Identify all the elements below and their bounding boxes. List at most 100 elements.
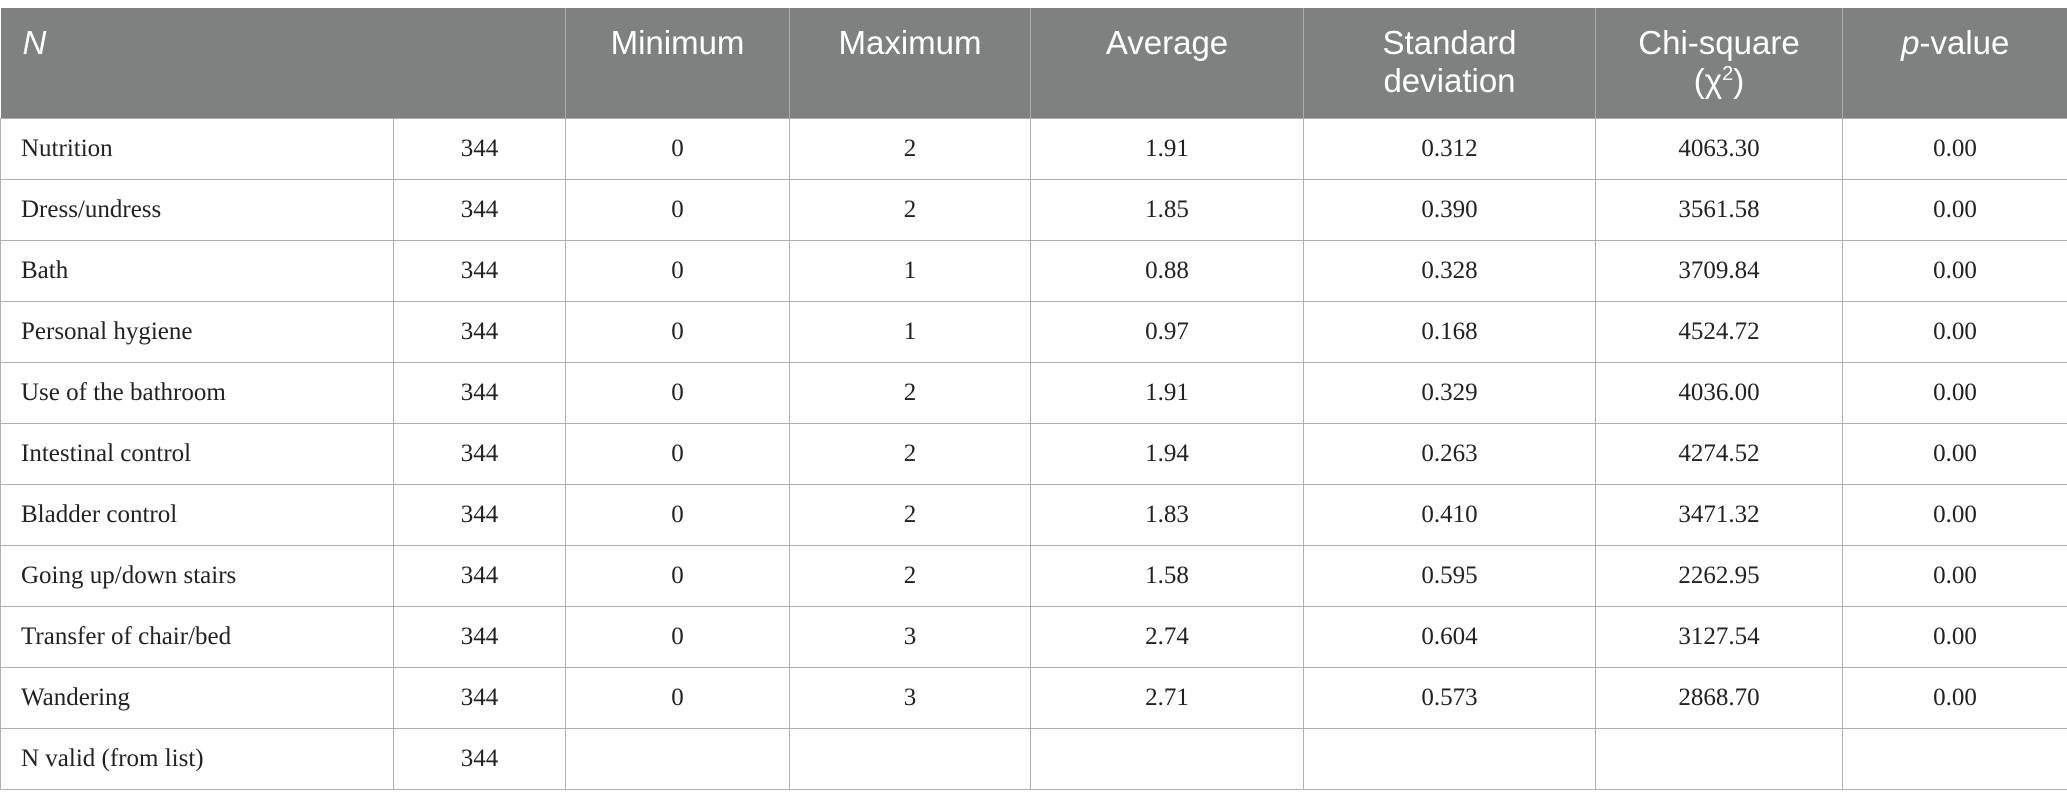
cell-average: 1.83	[1030, 483, 1304, 546]
cell-n: 344	[393, 300, 566, 363]
cell-maximum: 2	[789, 483, 1031, 546]
row-label: Bath	[0, 239, 394, 302]
row-label: Going up/down stairs	[0, 544, 394, 607]
cell-p-value: 0.00	[1842, 239, 2067, 302]
table-row: Use of the bathroom 344 0 2 1.91 0.329 4036.00…	[0, 361, 2067, 424]
table-body: Nutrition 344 0 2 1.91 0.312 4063.30 0.00 Dress/…	[0, 117, 2067, 790]
cell-maximum: 2	[789, 361, 1031, 424]
cell-chi-square: 4524.72	[1595, 300, 1843, 363]
cell-maximum: 1	[789, 239, 1031, 302]
cell-average: 1.91	[1030, 361, 1304, 424]
row-label: Dress/undress	[0, 178, 394, 241]
cell-standard-deviation: 0.329	[1303, 361, 1596, 424]
cell-average: 1.58	[1030, 544, 1304, 607]
cell-chi-square: 3471.32	[1595, 483, 1843, 546]
cell-n: 344	[393, 117, 566, 180]
row-label: Wandering	[0, 666, 394, 729]
cell-p-value: 0.00	[1842, 422, 2067, 485]
header-chi-open: (χ	[1693, 62, 1723, 99]
cell-average: 0.97	[1030, 300, 1304, 363]
header-n-label: N	[22, 24, 47, 61]
cell-minimum: 0	[565, 117, 790, 180]
header-chi-square: Chi-square (χ2)	[1595, 8, 1843, 118]
cell-minimum: 0	[565, 605, 790, 668]
cell-p-value: 0.00	[1842, 544, 2067, 607]
row-label: Personal hygiene	[0, 300, 394, 363]
table-header: N Minimum Maximum Average Standard devia…	[0, 8, 2067, 118]
row-label: Transfer of chair/bed	[0, 605, 394, 668]
cell-p-value: 0.00	[1842, 483, 2067, 546]
cell-maximum: 2	[789, 422, 1031, 485]
cell-chi-square: 3561.58	[1595, 178, 1843, 241]
header-p-value: p-value	[1842, 8, 2067, 118]
row-label: Nutrition	[0, 117, 394, 180]
cell-standard-deviation: 0.168	[1303, 300, 1596, 363]
header-row: N Minimum Maximum Average Standard devia…	[0, 8, 2067, 118]
header-sd-line1: Standard	[1382, 24, 1517, 61]
cell-p-value	[1842, 727, 2067, 790]
cell-n: 344	[393, 544, 566, 607]
header-chi-line1: Chi-square	[1638, 24, 1800, 61]
cell-minimum: 0	[565, 239, 790, 302]
cell-maximum: 3	[789, 666, 1031, 729]
header-chi-sup: 2	[1722, 63, 1734, 85]
cell-chi-square: 4063.30	[1595, 117, 1843, 180]
cell-maximum	[789, 727, 1031, 790]
cell-minimum: 0	[565, 178, 790, 241]
cell-p-value: 0.00	[1842, 178, 2067, 241]
cell-chi-square: 3709.84	[1595, 239, 1843, 302]
cell-maximum: 1	[789, 300, 1031, 363]
table-row: Bladder control 344 0 2 1.83 0.410 3471.32 0.00	[0, 483, 2067, 546]
table-row: Nutrition 344 0 2 1.91 0.312 4063.30 0.00	[0, 117, 2067, 180]
cell-n: 344	[393, 483, 566, 546]
cell-standard-deviation: 0.312	[1303, 117, 1596, 180]
cell-average: 2.71	[1030, 666, 1304, 729]
cell-standard-deviation	[1303, 727, 1596, 790]
cell-average: 0.88	[1030, 239, 1304, 302]
cell-minimum: 0	[565, 666, 790, 729]
header-n: N	[0, 8, 566, 118]
table-row-n-valid: N valid (from list) 344	[0, 727, 2067, 790]
cell-n: 344	[393, 422, 566, 485]
cell-p-value: 0.00	[1842, 666, 2067, 729]
cell-maximum: 2	[789, 178, 1031, 241]
header-p-italic: p	[1901, 24, 1920, 61]
cell-average: 1.85	[1030, 178, 1304, 241]
cell-n: 344	[393, 727, 566, 790]
cell-maximum: 3	[789, 605, 1031, 668]
cell-minimum: 0	[565, 483, 790, 546]
cell-p-value: 0.00	[1842, 361, 2067, 424]
cell-standard-deviation: 0.595	[1303, 544, 1596, 607]
cell-p-value: 0.00	[1842, 300, 2067, 363]
header-standard-deviation: Standard deviation	[1303, 8, 1596, 118]
table-row: Intestinal control 344 0 2 1.94 0.263 4274.52 0…	[0, 422, 2067, 485]
cell-p-value: 0.00	[1842, 605, 2067, 668]
cell-average: 2.74	[1030, 605, 1304, 668]
row-label: Use of the bathroom	[0, 361, 394, 424]
header-average: Average	[1030, 8, 1304, 118]
statistics-table-container: N Minimum Maximum Average Standard devia…	[0, 8, 2067, 790]
cell-standard-deviation: 0.410	[1303, 483, 1596, 546]
cell-minimum	[565, 727, 790, 790]
table-row: Going up/down stairs 344 0 2 1.58 0.595 2262.9…	[0, 544, 2067, 607]
cell-chi-square: 2868.70	[1595, 666, 1843, 729]
cell-average: 1.94	[1030, 422, 1304, 485]
cell-chi-square	[1595, 727, 1843, 790]
table-row: Wandering 344 0 3 2.71 0.573 2868.70 0.00	[0, 666, 2067, 729]
cell-maximum: 2	[789, 544, 1031, 607]
cell-minimum: 0	[565, 544, 790, 607]
cell-maximum: 2	[789, 117, 1031, 180]
cell-standard-deviation: 0.390	[1303, 178, 1596, 241]
table-row: Transfer of chair/bed 344 0 3 2.74 0.604 3127.…	[0, 605, 2067, 668]
cell-average	[1030, 727, 1304, 790]
cell-chi-square: 4274.52	[1595, 422, 1843, 485]
cell-minimum: 0	[565, 422, 790, 485]
cell-standard-deviation: 0.328	[1303, 239, 1596, 302]
cell-n: 344	[393, 178, 566, 241]
cell-standard-deviation: 0.573	[1303, 666, 1596, 729]
cell-p-value: 0.00	[1842, 117, 2067, 180]
header-sd-line2: deviation	[1383, 62, 1516, 99]
table-row: Dress/undress 344 0 2 1.85 0.390 3561.58 0.00	[0, 178, 2067, 241]
cell-standard-deviation: 0.263	[1303, 422, 1596, 485]
cell-n: 344	[393, 361, 566, 424]
